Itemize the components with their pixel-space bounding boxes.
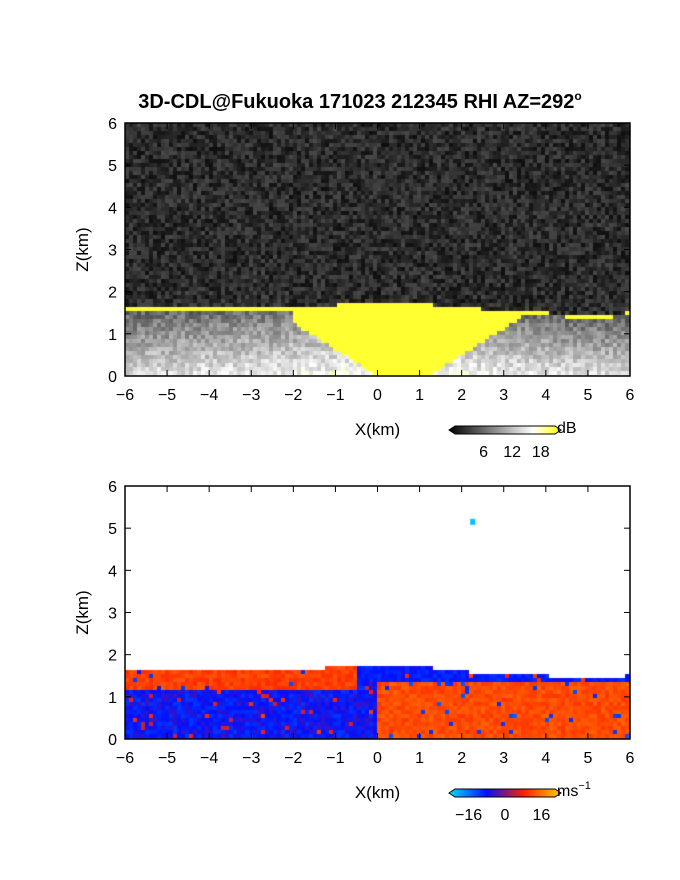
colorbar-unit: ms−1	[557, 780, 591, 800]
colorbar-tick-label: −16	[455, 807, 482, 824]
figure-title: 3D-CDL@Fukuoka 171023 212345 RHI AZ=292o	[138, 89, 582, 113]
x-axis-label: X(km)	[355, 420, 400, 439]
x-tick-label: 3	[499, 387, 508, 404]
x-tick-label: 4	[541, 387, 550, 404]
x-tick-label: −2	[284, 387, 302, 404]
x-axis-label: X(km)	[355, 783, 400, 802]
x-tick-label: 1	[415, 387, 424, 404]
y-tick-label: 3	[108, 243, 117, 260]
colorbar-tick-label: 12	[503, 444, 521, 461]
x-tick-label: 4	[541, 750, 550, 767]
x-tick-label: 6	[626, 387, 635, 404]
x-tick-label: −5	[158, 750, 176, 767]
x-tick-label: 5	[583, 387, 592, 404]
colorbar-tick-label: 18	[532, 444, 550, 461]
x-tick-label: −4	[200, 750, 218, 767]
colorbar	[448, 788, 562, 798]
x-tick-label: 5	[583, 750, 592, 767]
x-tick-label: −6	[116, 750, 134, 767]
x-tick-label: 2	[457, 750, 466, 767]
x-tick-label: 2	[457, 387, 466, 404]
colorbar-tick-label: 6	[479, 444, 488, 461]
colorbar-unit: dB	[557, 420, 577, 437]
y-tick-label: 0	[108, 732, 117, 749]
y-tick-label: 6	[108, 479, 117, 496]
y-tick-label: 2	[108, 648, 117, 665]
x-tick-label: −4	[200, 387, 218, 404]
y-tick-label: 4	[108, 200, 117, 217]
y-tick-label: 2	[108, 285, 117, 302]
colorbar-tick-label: 0	[501, 807, 510, 824]
x-tick-label: 0	[373, 750, 382, 767]
x-tick-label: −3	[242, 750, 260, 767]
y-tick-label: 5	[108, 158, 117, 175]
heatmap-field	[125, 123, 630, 376]
y-tick-label: 1	[108, 327, 117, 344]
y-tick-label: 0	[108, 369, 117, 386]
x-tick-label: 1	[415, 750, 424, 767]
x-tick-label: −1	[326, 750, 344, 767]
heatmap-field	[125, 486, 630, 739]
y-axis-label: Z(km)	[73, 590, 92, 634]
x-tick-label: 0	[373, 387, 382, 404]
y-tick-label: 1	[108, 690, 117, 707]
y-tick-label: 6	[108, 116, 117, 133]
y-axis-label: Z(km)	[73, 227, 92, 271]
velocity-panel: −6 −5 −4 −3 −2 −1 0 1 2 3 4 5 6 0 1 2 3 4 5 6 X(km) Z(km) −16 0…	[73, 479, 635, 824]
y-tick-label: 3	[108, 606, 117, 623]
y-tick-label: 5	[108, 521, 117, 538]
x-tick-label: −1	[326, 387, 344, 404]
y-tick-label: 4	[108, 563, 117, 580]
x-tick-label: −3	[242, 387, 260, 404]
x-tick-label: −5	[158, 387, 176, 404]
colorbar	[448, 425, 562, 435]
x-tick-label: −6	[116, 387, 134, 404]
x-tick-label: 6	[626, 750, 635, 767]
x-tick-label: 3	[499, 750, 508, 767]
x-tick-label: −2	[284, 750, 302, 767]
colorbar-tick-label: 16	[532, 807, 550, 824]
